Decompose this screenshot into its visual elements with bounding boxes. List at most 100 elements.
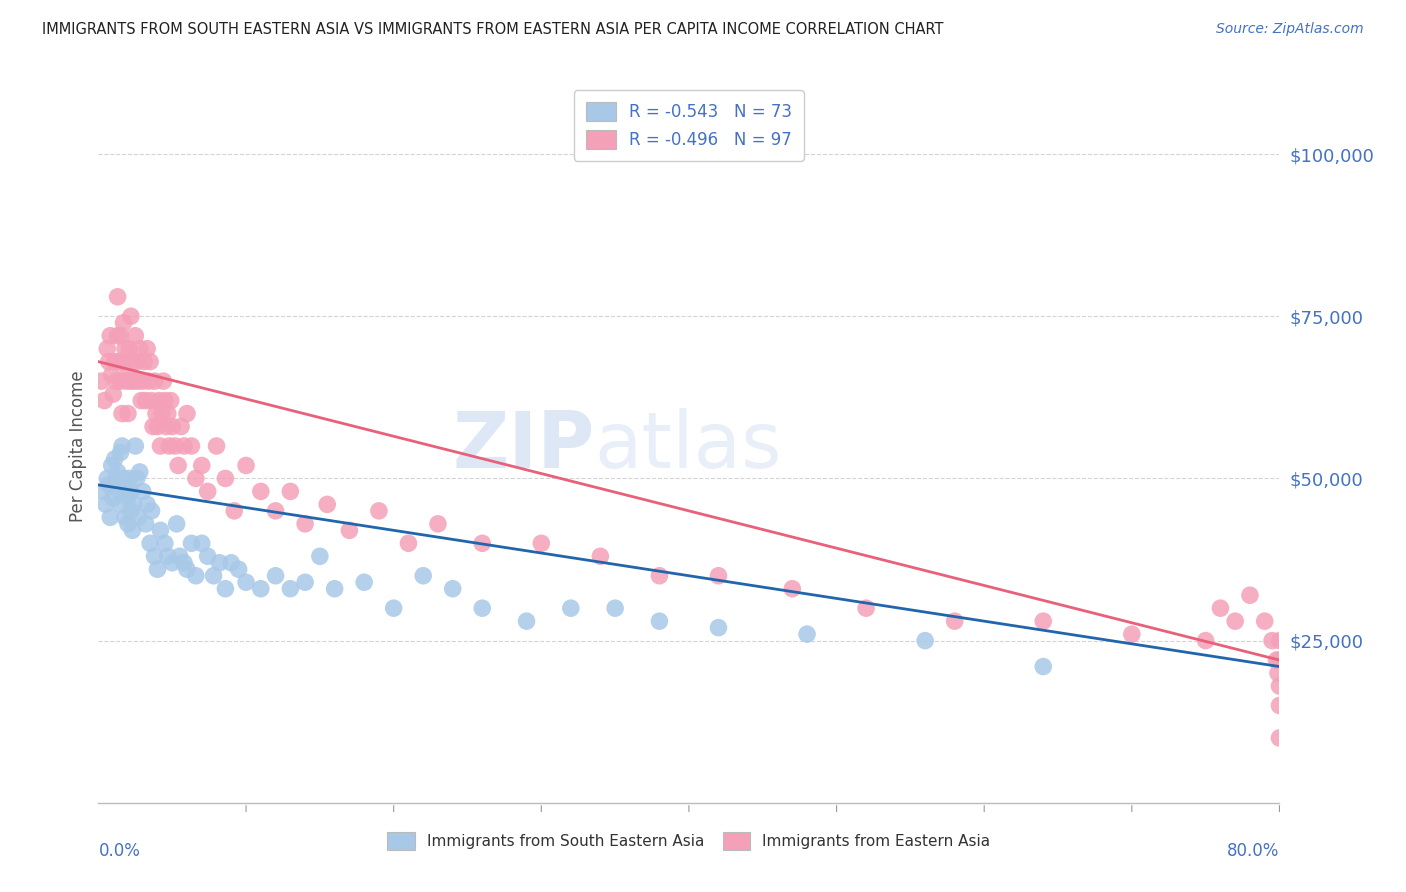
Point — [353, 575, 375, 590]
Point — [1254, 614, 1277, 628]
Point — [197, 549, 219, 564]
Point — [122, 374, 145, 388]
Point — [120, 484, 142, 499]
Point — [155, 419, 177, 434]
Text: atlas: atlas — [595, 408, 782, 484]
Point — [1268, 633, 1291, 648]
Point — [104, 452, 127, 467]
Point — [125, 354, 148, 368]
Point — [1225, 614, 1247, 628]
Point — [1121, 627, 1143, 641]
Point — [142, 419, 165, 434]
Point — [191, 458, 214, 473]
Point — [316, 497, 339, 511]
Point — [146, 562, 169, 576]
Point — [441, 582, 464, 596]
Point — [156, 549, 179, 564]
Point — [110, 445, 132, 459]
Point — [112, 316, 135, 330]
Point — [214, 471, 236, 485]
Point — [128, 465, 150, 479]
Point — [129, 393, 152, 408]
Point — [110, 374, 132, 388]
Point — [707, 621, 730, 635]
Point — [91, 484, 114, 499]
Point — [280, 582, 302, 596]
Point — [115, 484, 138, 499]
Point — [96, 471, 118, 485]
Point — [138, 374, 160, 388]
Point — [118, 342, 141, 356]
Point — [208, 556, 231, 570]
Point — [914, 633, 936, 648]
Legend: Immigrants from South Eastern Asia, Immigrants from Eastern Asia: Immigrants from South Eastern Asia, Immi… — [381, 826, 997, 855]
Point — [117, 516, 139, 531]
Point — [124, 439, 146, 453]
Point — [368, 504, 391, 518]
Point — [150, 407, 173, 421]
Point — [97, 354, 120, 368]
Point — [105, 374, 128, 388]
Point — [136, 342, 159, 356]
Point — [135, 516, 157, 531]
Point — [128, 342, 150, 356]
Point — [108, 354, 131, 368]
Point — [855, 601, 877, 615]
Point — [382, 601, 405, 615]
Point — [118, 471, 141, 485]
Point — [112, 471, 135, 485]
Point — [107, 328, 129, 343]
Point — [173, 556, 195, 570]
Point — [146, 419, 169, 434]
Point — [120, 504, 142, 518]
Point — [202, 568, 225, 582]
Point — [141, 393, 163, 408]
Text: ZIP: ZIP — [453, 408, 595, 484]
Point — [149, 439, 172, 453]
Point — [1268, 731, 1291, 745]
Point — [125, 471, 148, 485]
Point — [159, 393, 181, 408]
Point — [162, 419, 183, 434]
Point — [250, 582, 273, 596]
Point — [117, 407, 139, 421]
Point — [122, 497, 145, 511]
Point — [157, 439, 180, 453]
Point — [167, 458, 190, 473]
Point — [127, 510, 149, 524]
Text: 80.0%: 80.0% — [1227, 842, 1279, 860]
Point — [120, 310, 142, 324]
Point — [139, 536, 162, 550]
Point — [93, 393, 115, 408]
Point — [782, 582, 804, 596]
Point — [294, 575, 316, 590]
Point — [98, 328, 121, 343]
Text: 0.0%: 0.0% — [98, 842, 141, 860]
Point — [1268, 698, 1291, 713]
Point — [235, 575, 257, 590]
Point — [1265, 653, 1288, 667]
Point — [1268, 679, 1291, 693]
Point — [96, 342, 118, 356]
Point — [339, 524, 361, 538]
Point — [180, 439, 202, 453]
Point — [153, 536, 176, 550]
Point — [707, 568, 730, 582]
Point — [132, 484, 155, 499]
Point — [110, 497, 132, 511]
Point — [152, 374, 174, 388]
Point — [120, 374, 142, 388]
Point — [516, 614, 538, 628]
Point — [117, 368, 139, 382]
Point — [132, 374, 155, 388]
Point — [139, 354, 162, 368]
Point — [114, 342, 136, 356]
Point — [176, 562, 198, 576]
Point — [176, 407, 198, 421]
Point — [149, 524, 172, 538]
Point — [1239, 588, 1261, 602]
Point — [169, 549, 191, 564]
Point — [100, 368, 122, 382]
Point — [103, 387, 125, 401]
Point — [143, 549, 166, 564]
